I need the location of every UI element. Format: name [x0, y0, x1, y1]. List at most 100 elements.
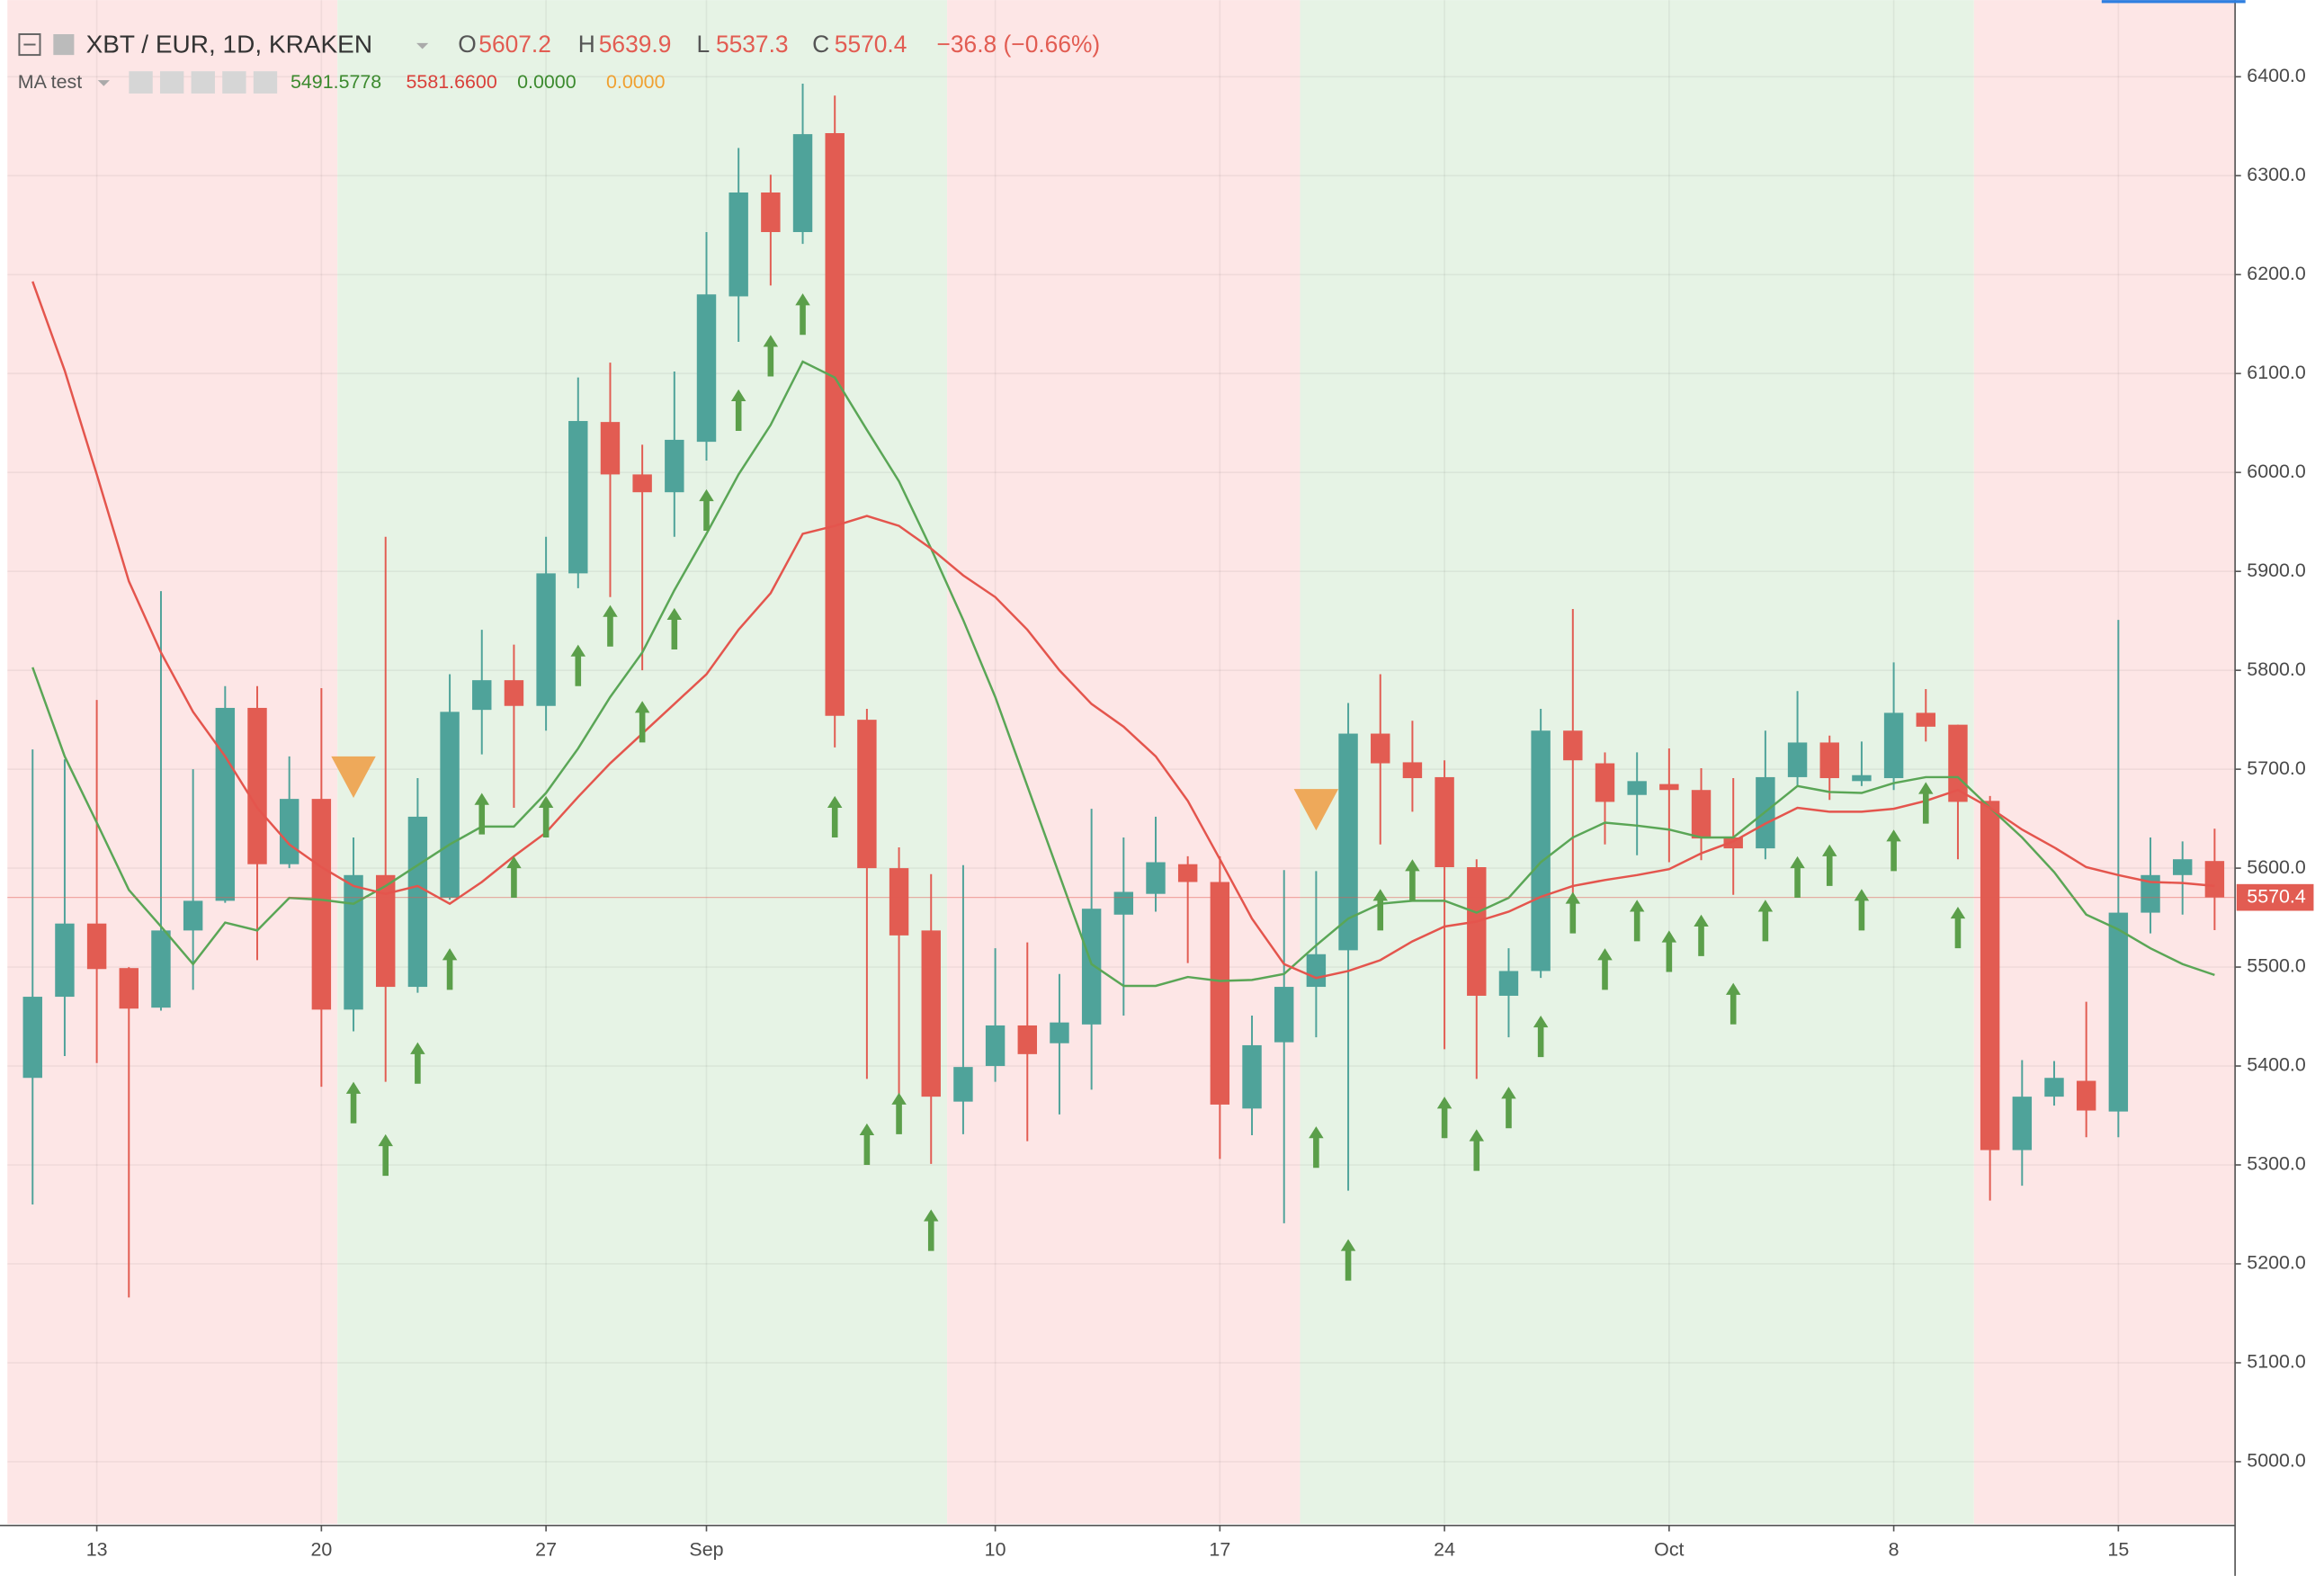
candle-body [1787, 742, 1808, 777]
moving-average-line [31, 281, 2215, 980]
candle-body [86, 923, 107, 970]
candle-body [1659, 784, 1679, 791]
candle-body [1819, 742, 1839, 779]
x-tick-label: 8 [1889, 1539, 1899, 1561]
candle-body [2012, 1097, 2033, 1151]
ohlc-key: L [697, 31, 711, 58]
buy-arrow [1886, 829, 1901, 872]
candle-body [792, 134, 813, 232]
y-tick-label: 5500.0 [2247, 955, 2306, 977]
candle-body [2204, 861, 2225, 898]
indicator-value: 0.0000 [606, 71, 666, 93]
x-tick-label: 15 [2107, 1539, 2129, 1561]
candle-body [344, 874, 363, 1010]
candle-body [1338, 733, 1358, 951]
y-tick-label: 6300.0 [2247, 164, 2306, 185]
toolbar-indicator [2101, 0, 2246, 4]
candle-body [1113, 891, 1134, 915]
more-button[interactable] [222, 71, 246, 94]
y-tick-label: 5800.0 [2247, 658, 2306, 680]
candle-body [536, 573, 556, 706]
candle-body [2172, 859, 2193, 875]
x-tick-label: 24 [1434, 1539, 1455, 1561]
buy-arrow [891, 1092, 907, 1134]
eye-button[interactable] [129, 71, 153, 94]
candle-body [119, 968, 139, 1009]
buy-arrow [1694, 914, 1709, 956]
buy-arrow [1950, 906, 1966, 949]
candle-body [568, 421, 588, 574]
candle-body [728, 192, 748, 297]
candle-body [376, 874, 396, 988]
remove-button[interactable] [253, 71, 278, 94]
source-button[interactable] [191, 71, 215, 94]
settings-button[interactable] [159, 71, 184, 94]
y-tick-label: 5000.0 [2247, 1450, 2306, 1472]
buy-arrow [730, 389, 746, 431]
indicator-value: 0.0000 [517, 71, 577, 93]
candle-body [985, 1025, 1006, 1067]
candle-body [825, 133, 845, 716]
y-tick-label: 5200.0 [2247, 1252, 2306, 1274]
buy-arrow [1372, 889, 1388, 931]
ohlc-value: 5607.2 [478, 31, 551, 58]
candle-body [247, 707, 267, 864]
y-tick-label: 5400.0 [2247, 1054, 2306, 1076]
ohlc-legend: O 5607.2 H 5639.9 L 5537.3 C 5570.4 [458, 31, 907, 58]
candle-body [1306, 954, 1327, 988]
marks [7, 84, 2236, 1298]
indicator-value: 5581.6600 [407, 71, 497, 93]
candle-body [2108, 912, 2129, 1112]
x-tick-label: 17 [1209, 1539, 1230, 1561]
candle-body [1883, 712, 1904, 779]
candle-body [22, 997, 42, 1079]
candle-body [761, 192, 781, 232]
candle-body [632, 474, 652, 493]
candle-body [2044, 1078, 2064, 1097]
candle-body [1146, 862, 1166, 894]
last-price-badge [2236, 883, 2314, 911]
candle-body [953, 1067, 973, 1102]
buy-arrow [506, 855, 522, 899]
signal-region [337, 0, 948, 1525]
buy-arrow [378, 1133, 393, 1177]
buy-arrow [699, 488, 714, 532]
x-tick-label: Sep [689, 1539, 723, 1561]
buy-arrow [1725, 982, 1741, 1025]
candle-body [1531, 730, 1551, 972]
candle-body [1081, 909, 1102, 1025]
candle-body [1371, 733, 1390, 764]
candle-body [215, 707, 236, 901]
buy-arrow [666, 607, 683, 650]
buy-arrow [924, 1209, 939, 1251]
ohlc-key: H [578, 31, 595, 58]
candle-body [600, 422, 621, 475]
signal-triangle [331, 756, 376, 798]
indicator-buttons [129, 71, 278, 94]
ohlc-value: 5570.4 [835, 31, 907, 58]
signal-region [1973, 0, 2236, 1525]
x-tick-label: 10 [985, 1539, 1006, 1561]
candle-body [440, 712, 460, 899]
collapse-button[interactable] [18, 33, 41, 57]
candle-body [504, 680, 524, 706]
buy-arrow [827, 795, 843, 837]
buy-arrow [345, 1081, 362, 1124]
candle-body [1916, 712, 1935, 727]
buy-arrow [1340, 1239, 1356, 1281]
x-tick-label: 13 [86, 1539, 108, 1561]
x-tick-label: 20 [310, 1539, 332, 1561]
buy-arrow [410, 1042, 425, 1084]
indicator-name: MA test [18, 71, 82, 93]
buy-arrow [1854, 889, 1870, 931]
buy-arrow [1501, 1087, 1516, 1129]
y-tick-label: 5300.0 [2247, 1153, 2306, 1175]
buy-arrow [1405, 859, 1420, 901]
candle-body [921, 930, 941, 1097]
indicator-values: 5491.5778 5581.6600 0.0000 0.0000 [290, 71, 666, 93]
symbol-dropdown[interactable] [416, 42, 429, 49]
y-tick-label: 6400.0 [2247, 65, 2306, 86]
candle-body [55, 923, 75, 998]
candle-body [1402, 762, 1423, 779]
indicator-dropdown[interactable] [97, 80, 110, 86]
